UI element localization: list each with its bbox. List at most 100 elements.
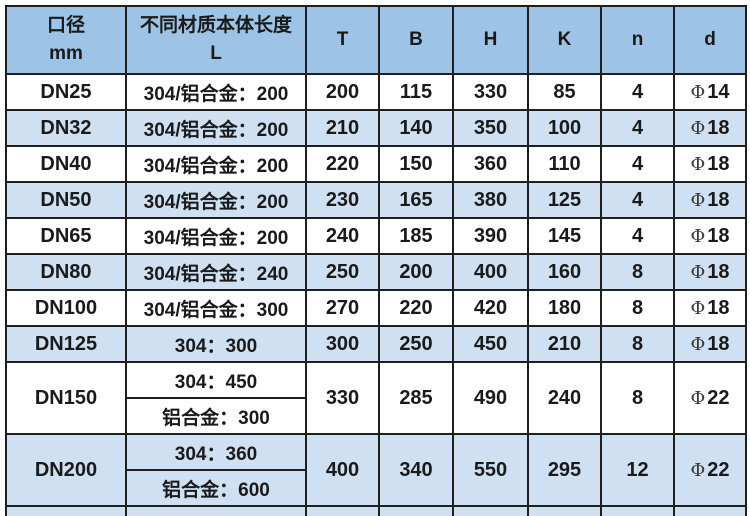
cell-B: 220 [378, 289, 454, 327]
d-value: 18 [707, 188, 730, 211]
cell-B: 285 [378, 361, 454, 435]
cell-dn: DN150 [5, 361, 127, 435]
header-row: 口径 mm 不同材质本体长度 L T B H K n d [5, 5, 747, 75]
cell-K: 180 [527, 289, 602, 327]
cell-dn: DN200 [5, 433, 127, 507]
phi-symbol: Φ [690, 261, 706, 283]
d-value: 14 [707, 80, 730, 103]
header-col-B: B [378, 5, 454, 75]
partial-cell [378, 505, 454, 516]
cell-d: Φ 18 [673, 145, 747, 183]
cell-n: 8 [600, 325, 675, 363]
cell-K: 295 [527, 433, 602, 507]
cell-T: 230 [305, 181, 380, 219]
partial-cell [125, 505, 307, 516]
cell-T: 200 [305, 73, 380, 111]
cell-dn: DN125 [5, 325, 127, 363]
cell-T: 210 [305, 109, 380, 147]
partial-cell [305, 505, 380, 516]
table-row: DN25 304/铝合金：200 200 115 330 85 4 Φ 14 [5, 73, 747, 111]
phi-symbol: Φ [690, 81, 706, 103]
cell-K: 210 [527, 325, 602, 363]
cell-H: 380 [452, 181, 529, 219]
table-row: DN40 304/铝合金：200 220 150 360 110 4 Φ 18 [5, 145, 747, 183]
cell-length: 304/铝合金：200 [125, 217, 307, 255]
cell-K: 85 [527, 73, 602, 111]
table-subrow: 铝合金：600 [6, 469, 746, 507]
cell-K: 160 [527, 253, 602, 291]
cell-length: 304：360 [125, 433, 307, 471]
table-subrow: 铝合金：300 [6, 397, 746, 435]
cell-K: 145 [527, 217, 602, 255]
phi-symbol: Φ [690, 333, 706, 355]
header-col-d: d [673, 5, 747, 75]
table-row: DN200 304：360 400 340 550 295 12 Φ 22 [5, 433, 747, 507]
cell-dn: DN65 [5, 217, 127, 255]
table-row: DN150 304：450 330 285 490 240 8 Φ 22 [5, 361, 747, 435]
d-value: 18 [707, 332, 730, 355]
header-diameter-line1: 口径 [46, 15, 85, 37]
phi-symbol: Φ [690, 297, 706, 319]
partial-cell [600, 505, 675, 516]
d-value: 22 [707, 458, 730, 481]
cell-K: 125 [527, 181, 602, 219]
cell-n: 4 [600, 109, 675, 147]
cell-length: 304/铝合金：200 [125, 73, 307, 111]
header-length: 不同材质本体长度 L [125, 5, 307, 75]
cell-K: 240 [527, 361, 602, 435]
cell-n: 4 [600, 181, 675, 219]
cell-B: 115 [378, 73, 454, 111]
cell-d: Φ 22 [673, 361, 747, 435]
table-row: DN65 304/铝合金：200 240 185 390 145 4 Φ 18 [5, 217, 747, 255]
d-value: 18 [707, 152, 730, 175]
cell-H: 390 [452, 217, 529, 255]
cell-dn: DN32 [5, 109, 127, 147]
cell-d: Φ 18 [673, 325, 747, 363]
cell-H: 550 [452, 433, 529, 507]
cell-B: 185 [378, 217, 454, 255]
cell-n: 8 [600, 289, 675, 327]
d-value: 18 [707, 224, 730, 247]
cell-B: 340 [378, 433, 454, 507]
cell-length: 304/铝合金：200 [125, 109, 307, 147]
cell-n: 8 [600, 361, 675, 435]
cell-length: 304/铝合金：240 [125, 253, 307, 291]
table-row: DN100 304/铝合金：300 270 220 420 180 8 Φ 18 [5, 289, 747, 327]
cell-n: 4 [600, 73, 675, 111]
cell-T: 330 [305, 361, 380, 435]
cell-T: 250 [305, 253, 380, 291]
cell-B: 150 [378, 145, 454, 183]
phi-symbol: Φ [690, 459, 706, 481]
cell-d: Φ 14 [673, 73, 747, 111]
table-row: DN125 304：300 300 250 450 210 8 Φ 18 [5, 325, 747, 363]
d-value: 18 [707, 116, 730, 139]
cell-length: 304/铝合金：300 [125, 289, 307, 327]
cell-H: 420 [452, 289, 529, 327]
cell-dn: DN25 [5, 73, 127, 111]
header-length-line1: 不同材质本体长度 [139, 15, 292, 37]
table-row: DN50 304/铝合金：200 230 165 380 125 4 Φ 18 [5, 181, 747, 219]
phi-symbol: Φ [690, 189, 706, 211]
cell-n: 4 [600, 145, 675, 183]
cell-H: 400 [452, 253, 529, 291]
cell-H: 360 [452, 145, 529, 183]
cell-T: 220 [305, 145, 380, 183]
cell-length: 铝合金：300 [125, 397, 307, 435]
cell-T: 240 [305, 217, 380, 255]
cell-K: 110 [527, 145, 602, 183]
phi-symbol: Φ [690, 153, 706, 175]
header-length-line2: L [210, 43, 222, 64]
cell-dn: DN50 [5, 181, 127, 219]
header-col-K: K [527, 5, 602, 75]
cell-d: Φ 18 [673, 253, 747, 291]
cell-d: Φ 18 [673, 181, 747, 219]
cell-H: 450 [452, 325, 529, 363]
cell-T: 270 [305, 289, 380, 327]
partial-cell [673, 505, 747, 516]
cell-d: Φ 18 [673, 217, 747, 255]
partial-cell [452, 505, 529, 516]
phi-symbol: Φ [690, 225, 706, 247]
d-value: 18 [707, 260, 730, 283]
cell-dn: DN40 [5, 145, 127, 183]
